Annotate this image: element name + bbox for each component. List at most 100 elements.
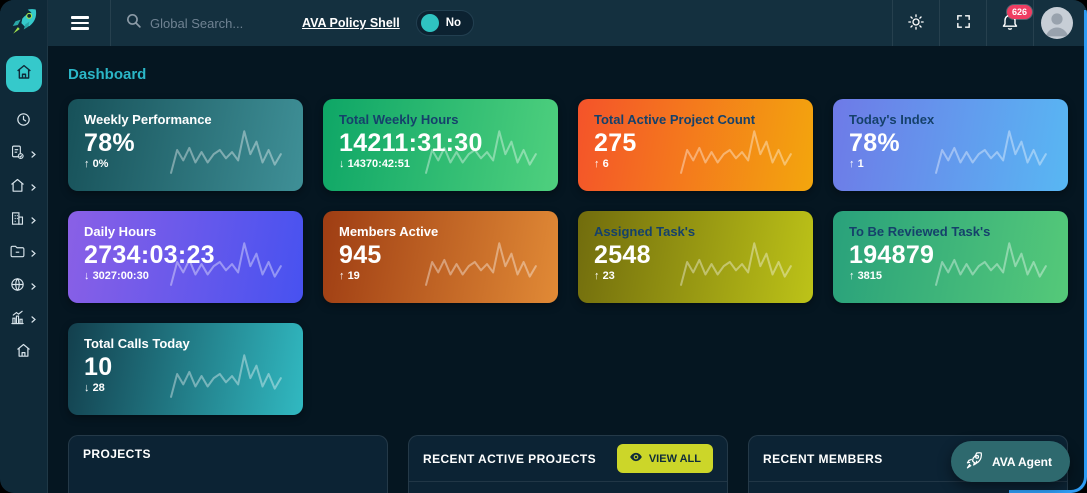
card-value: 275 [594,129,637,157]
card-value: 2548 [594,241,651,269]
home-outline-icon [15,342,32,364]
divider [110,0,111,46]
legend-item-2024: 2024 [157,491,218,493]
toggle-label: No [445,17,462,29]
menu-icon[interactable] [71,16,89,30]
divider [986,0,987,46]
legend-label: 2025 [272,491,299,493]
panel-body: 23:24:00 | 14 Members [409,481,727,493]
trend-arrow-icon: ↑ [594,270,600,282]
card-total-weekly-hours[interactable]: Total Weekly Hours 14211:31:30 ↓ 14370:4… [323,99,558,191]
trend-arrow-icon: ↓ [339,158,345,170]
delta-value: 28 [92,382,105,394]
card-title: Total Weekly Hours [339,112,459,127]
projects-panel: PROJECTS 2024 2025 [68,435,388,493]
divider [1033,0,1034,46]
bottom-panels: PROJECTS 2024 2025 RECENT ACTIVE PROJECT… [68,435,1068,493]
user-avatar[interactable] [1041,7,1073,39]
notifications-button[interactable]: 626 [987,0,1033,46]
divider [939,0,940,46]
sidebar-item-home-active[interactable] [5,56,42,92]
delta-value: 23 [602,270,615,282]
sidebar-item-analytics[interactable] [0,303,48,336]
sparkline-chart [935,130,1047,174]
app-logo[interactable] [0,0,48,46]
divider [892,0,893,46]
trend-arrow-icon: ↑ [339,270,345,282]
trend-arrow-icon: ↑ [849,158,855,170]
sidebar-item-projects[interactable] [0,237,48,270]
sparkline-chart [170,354,282,398]
chevron-right-icon [29,179,38,197]
fullscreen-button[interactable] [940,0,986,46]
chevron-right-icon [29,245,38,263]
recent-active-projects-panel: RECENT ACTIVE PROJECTS VIEW ALL 23:24:00… [408,435,728,493]
card-value: 78% [84,129,135,157]
policy-toggle[interactable]: No [415,10,474,36]
sparkline-chart [935,242,1047,286]
panel-header: PROJECTS [69,436,387,471]
document-check-icon [9,144,26,166]
sidebar-item-home-secondary[interactable] [0,336,48,369]
home-icon [15,63,33,86]
card-weekly-performance[interactable]: Weekly Performance 78% ↑ 0% [68,99,303,191]
notification-count-badge: 626 [1006,5,1032,19]
globe-icon [9,276,26,298]
card-delta: ↑ 0% [84,158,287,170]
sparkline-chart [170,242,282,286]
card-delta: ↑ 6 [594,158,797,170]
delta-value: 3815 [857,270,883,282]
search-icon [125,12,142,34]
delta-value: 19 [347,270,360,282]
fullscreen-icon [955,13,972,33]
card-title: Members Active [339,224,439,239]
sidebar [0,46,48,493]
history-clock-icon [15,111,32,133]
search-input[interactable] [150,15,290,31]
card-assigned-tasks[interactable]: Assigned Task's 2548 ↑ 23 [578,211,813,303]
sidebar-item-reports[interactable] [0,138,48,171]
card-total-active-project-count[interactable]: Total Active Project Count 275 ↑ 6 [578,99,813,191]
topbar-actions: 626 [892,0,1087,46]
policy-shell-link[interactable]: AVA Policy Shell [302,16,400,30]
sidebar-item-workspace[interactable] [0,171,48,204]
rocket-icon [964,450,984,473]
card-daily-hours[interactable]: Daily Hours 2734:03:23 ↓ 3027:00:30 [68,211,303,303]
card-title: Daily Hours [84,224,157,239]
card-delta: ↑ 19 [339,270,542,282]
view-all-projects-button[interactable]: VIEW ALL [616,444,713,473]
toggle-knob [420,14,439,32]
card-members-active[interactable]: Members Active 945 ↑ 19 [323,211,558,303]
stat-cards-grid: Weekly Performance 78% ↑ 0% Total Weekly… [68,99,1068,415]
eye-icon [629,450,643,467]
chevron-right-icon [29,212,38,230]
panel-title: PROJECTS [83,446,151,461]
sparkline-chart [425,130,537,174]
card-title: To Be Reviewed Task's [849,224,991,239]
delta-value: 0% [92,158,109,170]
ava-agent-button[interactable]: AVA Agent [951,441,1070,482]
card-value: 14211:31:30 [339,129,483,157]
legend-item-2025: 2025 [238,491,299,493]
sidebar-item-history[interactable] [0,105,48,138]
card-value: 78% [849,129,900,157]
sidebar-item-global[interactable] [0,270,48,303]
card-value: 10 [84,353,113,381]
card-todays-index[interactable]: Today's Index 78% ↑ 1 [833,99,1068,191]
panel-body: Avatar Name Email Created Status [749,481,1067,493]
card-delta: ↓ 3027:00:30 [84,270,287,282]
chevron-right-icon [29,278,38,296]
trend-arrow-icon: ↑ [84,158,90,170]
card-total-calls-today[interactable]: Total Calls Today 10 ↓ 28 [68,323,303,415]
card-title: Total Active Project Count [594,112,756,127]
panel-header: RECENT ACTIVE PROJECTS VIEW ALL [409,436,727,481]
theme-toggle-button[interactable] [893,0,939,46]
agent-label: AVA Agent [992,454,1052,469]
sidebar-item-organization[interactable] [0,204,48,237]
card-delta: ↑ 23 [594,270,797,282]
card-value: 194879 [849,241,935,269]
sparkline-chart [170,130,282,174]
card-to-be-reviewed-tasks[interactable]: To Be Reviewed Task's 194879 ↑ 3815 [833,211,1068,303]
chevron-right-icon [29,146,38,164]
